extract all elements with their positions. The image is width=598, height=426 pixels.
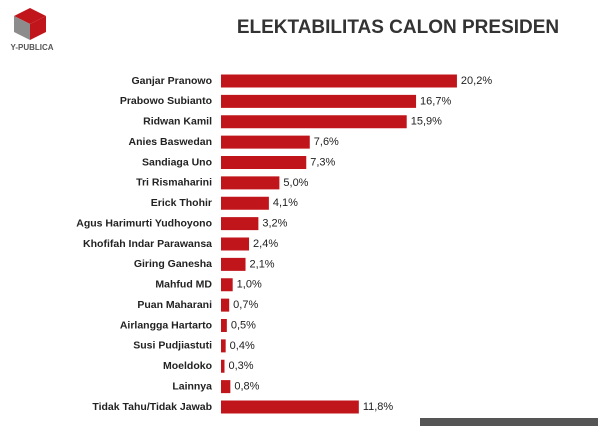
value-label: 0,8% <box>234 381 259 393</box>
bar <box>221 74 457 88</box>
bar <box>221 319 227 332</box>
category-label: Tidak Tahu/Tidak Jawab <box>92 401 212 413</box>
category-label: Airlangga Hartarto <box>120 319 212 331</box>
bar <box>221 339 226 353</box>
chart-title: ELEKTABILITAS CALON PRESIDEN <box>237 17 559 38</box>
value-label: 2,1% <box>250 258 275 270</box>
brand: Y-PUBLICA <box>10 43 53 52</box>
value-label: 1,0% <box>237 279 262 291</box>
category-label: Prabowo Subianto <box>120 95 212 107</box>
bar <box>221 217 259 231</box>
footer-strip <box>420 418 598 426</box>
bar <box>221 156 307 169</box>
category-label: Puan Maharani <box>137 299 212 311</box>
category-label: Moeldoko <box>163 360 212 372</box>
bar <box>221 278 233 292</box>
category-label: Erick Thohir <box>151 197 212 209</box>
bar <box>221 298 230 312</box>
value-label: 0,4% <box>230 340 255 352</box>
value-label: 0,5% <box>231 319 256 331</box>
value-label: 4,1% <box>273 197 298 209</box>
value-label: 0,3% <box>229 360 254 372</box>
category-label: Giring Ganesha <box>134 258 212 270</box>
category-label: Tri Rismaharini <box>136 177 212 189</box>
category-label: Mahfud MD <box>155 279 212 291</box>
bar <box>221 237 250 251</box>
category-label: Ganjar Pranowo <box>131 75 212 87</box>
value-label: 2,4% <box>253 238 278 250</box>
bar <box>221 380 231 394</box>
bar <box>221 135 310 149</box>
value-label: 15,9% <box>411 116 442 128</box>
value-label: 16,7% <box>420 95 451 107</box>
value-label: 11,8% <box>363 401 394 413</box>
bar <box>221 176 280 190</box>
category-label: Ridwan Kamil <box>143 116 212 128</box>
value-label: 0,7% <box>233 299 258 311</box>
category-label: Lainnya <box>172 380 212 392</box>
category-label: Sandiaga Uno <box>142 156 212 168</box>
bar <box>221 115 407 129</box>
logo: Y-PUBLICA <box>10 8 54 52</box>
value-label: 20,2% <box>461 75 492 87</box>
bar <box>221 400 359 414</box>
bar <box>221 94 417 108</box>
category-label: Agus Harimurti Yudhoyono <box>76 217 212 229</box>
bar <box>221 196 269 210</box>
value-label: 3,2% <box>262 218 287 230</box>
value-label: 7,6% <box>314 136 339 148</box>
category-label: Khofifah Indar Parawansa <box>83 238 212 250</box>
category-label: Susi Pudjiastuti <box>133 340 212 352</box>
category-label: Anies Baswedan <box>129 136 212 148</box>
value-label: 5,0% <box>283 177 308 189</box>
bar <box>221 257 246 271</box>
bar <box>221 359 225 373</box>
value-label: 7,3% <box>310 156 335 168</box>
